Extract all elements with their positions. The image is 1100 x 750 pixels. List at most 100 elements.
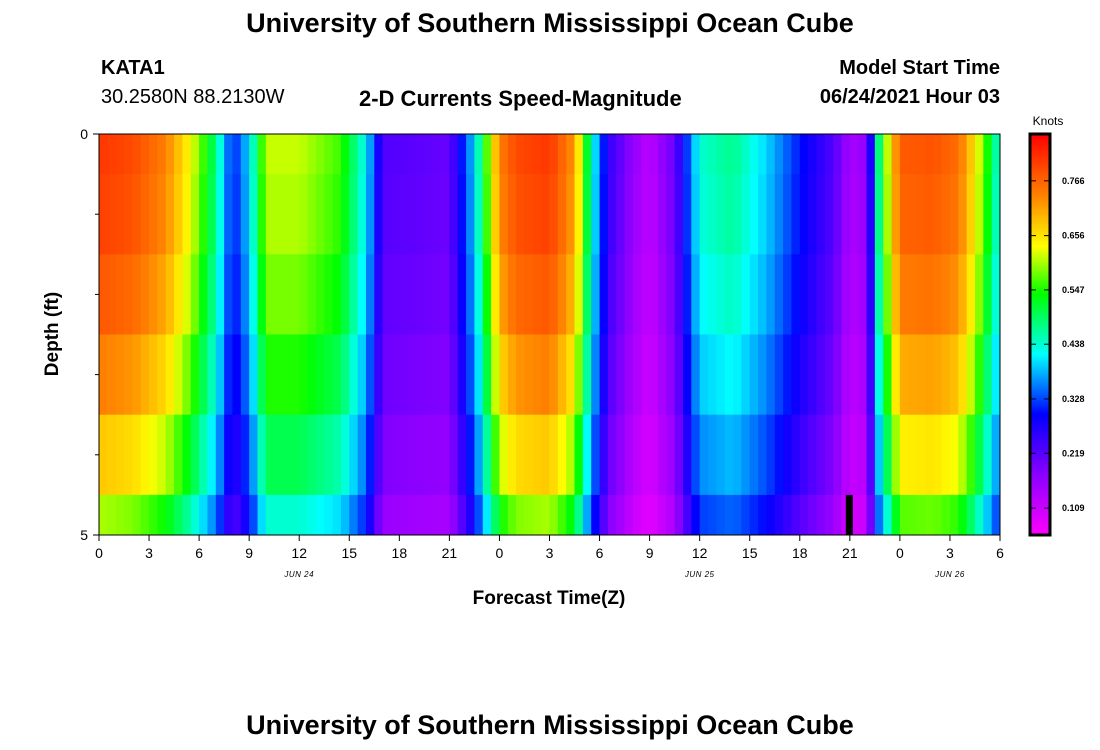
heatmap-cell: [491, 334, 500, 416]
heatmap-cell: [607, 414, 617, 496]
heatmap-cell: [399, 494, 409, 536]
heatmap-cell: [307, 174, 317, 255]
heatmap-cell: [682, 254, 692, 335]
heatmap-cell: [416, 334, 425, 416]
x-tick-label: 9: [245, 545, 253, 561]
heatmap-cell: [774, 334, 784, 416]
heatmap-cell: [157, 414, 167, 496]
heatmap-cell: [799, 414, 809, 496]
heatmap-cell: [524, 134, 534, 175]
heatmap-cell: [340, 134, 350, 175]
heatmap-cell: [124, 134, 133, 175]
heatmap-cell: [340, 254, 350, 335]
heatmap-cell: [182, 134, 192, 175]
heatmap-cell: [457, 134, 467, 175]
heatmap-cell: [157, 254, 167, 335]
heatmap-cell: [416, 414, 425, 496]
heatmap-cell: [149, 494, 158, 536]
heatmap-cell: [491, 494, 500, 536]
heatmap-cell: [632, 174, 642, 255]
heatmap-cell: [274, 174, 283, 255]
heatmap-cell: [649, 174, 659, 255]
heatmap-cell: [307, 334, 317, 416]
heatmap-cell: [491, 414, 500, 496]
heatmap-cell: [140, 334, 150, 416]
heatmap-cell: [449, 414, 459, 496]
heatmap-cell: [991, 254, 1001, 335]
heatmap-cell: [566, 414, 575, 496]
heatmap-cell: [799, 134, 809, 175]
heatmap-cell: [641, 414, 651, 496]
heatmap-cell: [582, 134, 592, 175]
heatmap-cell: [974, 254, 984, 335]
heatmap-cell: [958, 494, 968, 536]
heatmap-cell: [507, 134, 517, 175]
heatmap-cell: [365, 174, 375, 255]
heatmap-cell: [991, 494, 1001, 536]
heatmap-cell: [883, 134, 892, 175]
heatmap-cell: [499, 134, 509, 175]
heatmap-cell: [849, 174, 859, 255]
heatmap-cell: [758, 334, 767, 416]
heatmap-cell: [416, 254, 425, 335]
heatmap-cell: [457, 494, 467, 536]
heatmap-cell: [933, 334, 942, 416]
heatmap-cell: [916, 134, 926, 175]
heatmap-cell: [182, 174, 192, 255]
heatmap-cell: [107, 414, 117, 496]
heatmap-cell: [641, 334, 651, 416]
heatmap-cell: [708, 174, 717, 255]
heatmap-cell: [307, 134, 317, 175]
heatmap-cell: [215, 414, 225, 496]
heatmap-cell: [349, 134, 359, 175]
heatmap-cell: [165, 134, 175, 175]
x-tick-label: 9: [646, 545, 654, 561]
heatmap-cell: [607, 174, 617, 255]
x-tick-label: 18: [392, 545, 408, 561]
heatmap-cell: [858, 414, 867, 496]
heatmap-cell: [257, 254, 267, 335]
heatmap-cell: [466, 134, 475, 175]
heatmap-cell: [641, 254, 651, 335]
heatmap-cell: [432, 334, 442, 416]
heatmap-cell: [708, 414, 717, 496]
heatmap-cell: [749, 254, 759, 335]
heatmap-cell: [140, 174, 150, 255]
heatmap-cell: [824, 134, 834, 175]
heatmap-cell: [749, 334, 759, 416]
heatmap-cell: [265, 414, 275, 496]
colorbar-ticks: 0.109 0.219 0.328 0.438 0.547 0.656 0.766: [1030, 176, 1085, 513]
heatmap-cell: [824, 414, 834, 496]
heatmap-cell: [883, 254, 892, 335]
heatmap-cell: [549, 494, 559, 536]
heatmap-cell: [132, 414, 142, 496]
heatmap-cell: [424, 174, 434, 255]
heatmap-cell: [824, 494, 834, 536]
heatmap-cell: [716, 134, 726, 175]
heatmap-cell: [666, 494, 676, 536]
heatmap-cell: [641, 174, 651, 255]
heatmap-cell: [532, 134, 542, 175]
heatmap-cell: [315, 334, 325, 416]
heatmap-cell: [390, 134, 400, 175]
heatmap-cell: [466, 254, 475, 335]
heatmap-cell: [607, 254, 617, 335]
heatmap-cell: [282, 414, 292, 496]
heatmap-cell: [332, 494, 342, 536]
heatmap-cell: [474, 494, 484, 536]
heatmap-cell: [399, 254, 409, 335]
heatmap-cell: [657, 134, 667, 175]
heatmap-cell: [808, 334, 817, 416]
heatmap-cell: [265, 334, 275, 416]
heatmap-cell: [874, 414, 884, 496]
heatmap-cell: [282, 334, 292, 416]
heatmap-cell: [299, 414, 308, 496]
heatmap-cell: [324, 254, 333, 335]
heatmap-cell: [933, 414, 942, 496]
heatmap-cell: [399, 334, 409, 416]
heatmap-cell: [624, 134, 634, 175]
heatmap-cell: [824, 334, 834, 416]
heatmap-cell: [491, 254, 500, 335]
heatmap-cell: [924, 254, 934, 335]
heatmap-cell: [215, 334, 225, 416]
